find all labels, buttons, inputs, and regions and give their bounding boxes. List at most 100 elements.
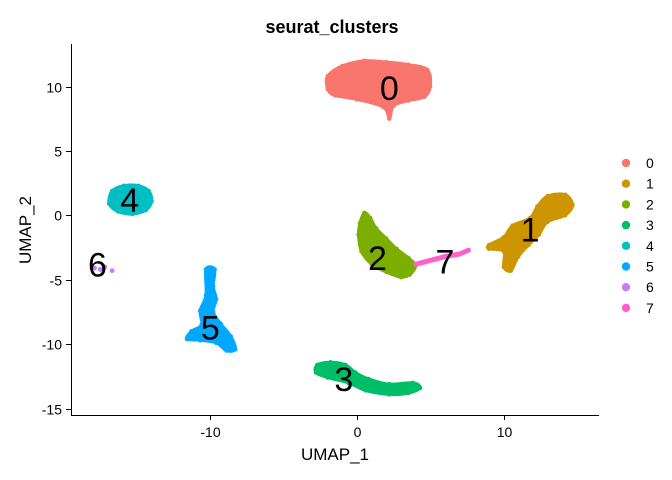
cluster-1-edge-point xyxy=(563,213,568,218)
cluster-2-edge-point xyxy=(373,226,379,231)
cluster-0-edge-point xyxy=(387,116,392,121)
cluster-label-0: 0 xyxy=(380,70,399,108)
cluster-2-edge-point xyxy=(407,272,412,277)
legend-label-5: 5 xyxy=(646,259,654,275)
cluster-label-6: 6 xyxy=(88,246,107,284)
cluster-0-edge-point xyxy=(425,67,430,73)
legend-item-7: 7 xyxy=(621,300,654,316)
cluster-0-edge-point xyxy=(384,59,389,65)
cluster-1-edge-point xyxy=(508,268,514,273)
cluster-label-1: 1 xyxy=(521,212,540,250)
cluster-4-edge-point xyxy=(121,183,127,188)
cluster-3-edge-point xyxy=(315,362,320,367)
cluster-2-edge-point xyxy=(384,269,389,275)
cluster-5-edge-point xyxy=(203,293,209,298)
cluster-1 xyxy=(485,192,575,273)
cluster-6 xyxy=(92,264,115,274)
cluster-0-edge-point xyxy=(391,103,396,109)
cluster-1-edge-point xyxy=(527,215,533,221)
cluster-5-edge-point xyxy=(184,336,190,342)
cluster-1-edge-point xyxy=(570,202,575,208)
legend-key-7 xyxy=(621,303,631,313)
cluster-4-edge-point xyxy=(106,201,112,206)
cluster-5-edge-point xyxy=(203,267,209,272)
cluster-0-edge-point xyxy=(340,63,345,69)
cluster-3-edge-point xyxy=(387,381,392,387)
cluster-2-edge-point xyxy=(368,215,373,221)
cluster-0-edge-point xyxy=(325,74,330,79)
legend-label-4: 4 xyxy=(646,238,654,254)
x-axis-ticks: -10 0 10 xyxy=(200,415,512,440)
legend-label-3: 3 xyxy=(646,217,654,233)
cluster-3-edge-point xyxy=(313,370,319,375)
x-tick-label: 0 xyxy=(354,424,362,440)
cluster-0-edge-point xyxy=(406,62,411,67)
cluster-1-edge-point xyxy=(535,204,540,209)
cluster-4-edge-point xyxy=(115,209,121,214)
cluster-2-edge-point xyxy=(359,249,364,254)
cluster-label-3: 3 xyxy=(334,361,353,399)
cluster-2-edge-point xyxy=(362,210,367,215)
cluster-0-edge-point xyxy=(332,93,338,98)
cluster-3-edge-point xyxy=(366,376,371,382)
cluster-2-edge-point xyxy=(384,236,389,241)
cluster-2 xyxy=(356,210,418,280)
cluster-4-edge-point xyxy=(136,183,141,188)
cluster-3-edge-point xyxy=(343,362,348,367)
cluster-3-edge-point xyxy=(328,360,333,365)
legend-key-6 xyxy=(621,283,631,292)
y-tick-label: -5 xyxy=(50,273,63,289)
cluster-1-edge-point xyxy=(526,242,531,248)
cluster-3-edge-point xyxy=(346,380,351,385)
cluster-5-edge-point xyxy=(228,334,234,339)
legend-item-2: 2 xyxy=(621,196,654,212)
legend-item-3: 3 xyxy=(621,217,654,233)
cluster-3-edge-point xyxy=(410,380,415,385)
cluster-0-points xyxy=(324,59,433,121)
legend-item-1: 1 xyxy=(621,176,654,192)
cluster-1-edge-point xyxy=(516,254,521,259)
cluster-3-edge-point xyxy=(363,388,368,393)
cluster-2-edge-point xyxy=(394,246,399,251)
cluster-3-edge-point xyxy=(406,390,411,396)
cluster-1-edge-point xyxy=(545,219,550,224)
y-axis-label: UMAP_2 xyxy=(16,196,35,264)
cluster-1-edge-point xyxy=(536,232,542,237)
cluster-5-edge-point xyxy=(218,321,223,326)
cluster-5-edge-point xyxy=(211,309,216,315)
y-axis-ticks: -15 -10 -5 0 5 10 xyxy=(42,80,71,418)
legend-item-4: 4 xyxy=(621,238,654,254)
cluster-5-edge-point xyxy=(197,308,203,313)
legend-item-5: 5 xyxy=(621,259,654,275)
cluster-0-edge-point xyxy=(406,98,411,103)
cluster-5-edge-point xyxy=(212,267,217,272)
cluster-5-edge-point xyxy=(233,347,238,352)
cluster-3-edge-point xyxy=(417,385,423,391)
legend-key-1 xyxy=(621,179,631,188)
legend-item-0: 0 xyxy=(621,155,654,171)
cluster-4-edge-point xyxy=(146,188,151,194)
cluster-4-edge-point xyxy=(130,211,135,217)
cluster-0 xyxy=(324,58,433,121)
y-tick-label: -15 xyxy=(42,402,62,418)
cluster-0-edge-point xyxy=(381,104,386,110)
chart-title: seurat_clusters xyxy=(265,17,398,37)
cluster-1-edge-point xyxy=(510,223,515,228)
cluster-label-2: 2 xyxy=(368,240,387,278)
y-tick-label: -10 xyxy=(42,337,62,353)
cluster-5-edge-point xyxy=(197,338,203,343)
cluster-2-edge-point xyxy=(406,255,411,260)
cluster-1-edge-point xyxy=(501,249,506,254)
y-tick-label: 0 xyxy=(54,208,62,224)
cluster-5-edge-point xyxy=(224,348,229,353)
cluster-5-edge-point xyxy=(214,296,219,302)
cluster-layer xyxy=(92,58,575,397)
cluster-5-edge-point xyxy=(211,284,216,289)
legend: 0 1 2 3 4 5 6 7 xyxy=(621,155,654,316)
cluster-2-edge-point xyxy=(357,220,363,226)
cluster-7-points xyxy=(413,247,471,267)
cluster-1-edge-point xyxy=(486,246,492,251)
legend-label-2: 2 xyxy=(646,196,654,212)
cluster-4-points xyxy=(107,183,154,216)
